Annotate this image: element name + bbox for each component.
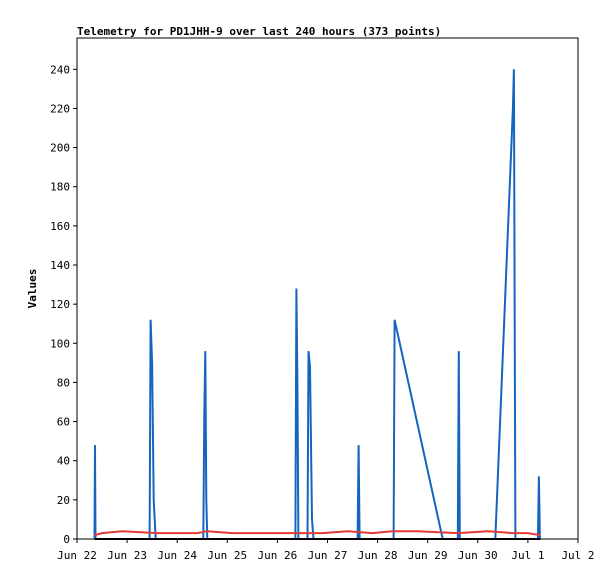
- x-tick-label: Jun 26: [258, 549, 298, 562]
- y-tick-label: 180: [50, 181, 70, 194]
- y-tick-label: 120: [50, 298, 70, 311]
- series-line-0: [93, 69, 541, 540]
- series-layer: [93, 69, 541, 540]
- y-tick-label: 20: [57, 494, 70, 507]
- y-tick-label: 100: [50, 337, 70, 350]
- y-tick-label: 160: [50, 220, 70, 233]
- y-tick-label: 140: [50, 259, 70, 272]
- x-tick-label: Jun 22: [57, 549, 97, 562]
- x-tick-label: Jul 1: [511, 549, 544, 562]
- x-tick-label: Jul 2: [561, 549, 594, 562]
- y-tick-label: 200: [50, 142, 70, 155]
- y-tick-label: 220: [50, 102, 70, 115]
- axes: 0 20 40 60 80 100 120 140 160 180 200 220 240 Jun 22 J…: [50, 37, 595, 562]
- x-tick-label: Jun 24: [157, 549, 197, 562]
- y-tick-label: 80: [57, 376, 70, 389]
- x-tick-label: Jun 29: [408, 549, 448, 562]
- x-tick-label: Jun 28: [358, 549, 398, 562]
- x-tick-label: Jun 30: [458, 549, 498, 562]
- y-tick-label: 0: [63, 533, 70, 546]
- series-line-1: [94, 530, 541, 537]
- y-axis-label: Values: [26, 269, 39, 309]
- chart-title: Telemetry for PD1JHH-9 over last 240 hou…: [77, 25, 441, 38]
- y-tick-label: 40: [57, 455, 70, 468]
- plot-frame: [76, 37, 579, 540]
- y-tick-label: 240: [50, 63, 70, 76]
- y-tick-label: 60: [57, 416, 70, 429]
- x-tick-label: Jun 23: [107, 549, 147, 562]
- x-tick-label: Jun 27: [308, 549, 348, 562]
- x-tick-label: Jun 25: [207, 549, 247, 562]
